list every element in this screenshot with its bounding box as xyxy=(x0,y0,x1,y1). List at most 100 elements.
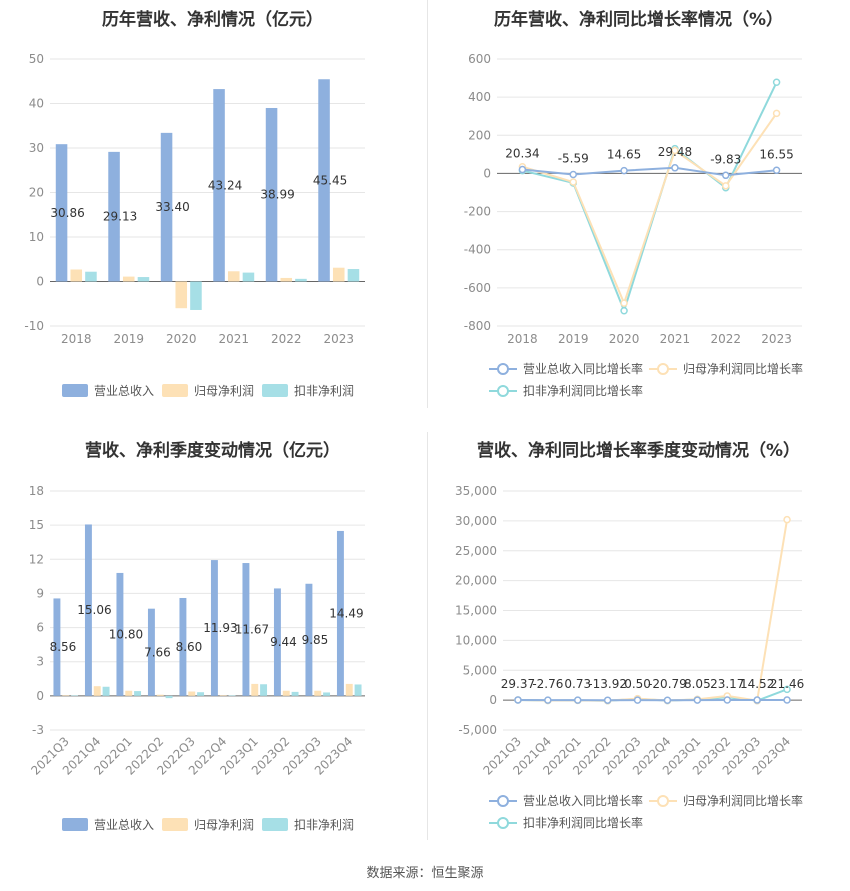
bar xyxy=(190,281,202,310)
x-tick-label: 2019 xyxy=(113,332,144,346)
legend-item[interactable]: 扣非净利润同比增长率 xyxy=(489,814,643,831)
data-label: -5.59 xyxy=(558,151,589,165)
y-tick-label: 9 xyxy=(36,586,44,600)
bar xyxy=(179,597,187,696)
bar xyxy=(282,690,290,696)
bar xyxy=(108,151,120,282)
legend-item[interactable]: 扣非净利润 xyxy=(262,382,354,399)
bar xyxy=(102,686,110,696)
legend-label: 营业总收入 xyxy=(94,818,155,832)
chart-title: 营收、净利同比增长率季度变动情况（%） xyxy=(476,441,801,461)
bar xyxy=(175,281,188,309)
bar xyxy=(219,695,227,696)
y-tick-label: 12 xyxy=(29,552,44,566)
legend-item[interactable]: 营业总收入 xyxy=(62,382,154,399)
chart-plot: -5,000 0 5,000 10,000 15,000 20,000 25,000 30,0… xyxy=(455,484,804,778)
data-label: 8.05 xyxy=(684,677,711,691)
x-tick-label: 2020 xyxy=(166,332,197,346)
series-line xyxy=(522,166,777,177)
bar xyxy=(62,695,70,696)
data-point xyxy=(753,696,761,704)
y-tick-label: -600 xyxy=(464,281,491,295)
y-tick-label: 40 xyxy=(29,97,44,111)
y-tick-label: 0 xyxy=(36,689,44,703)
data-point xyxy=(772,78,781,87)
legend-swatch xyxy=(262,818,288,831)
bar xyxy=(354,684,362,696)
quarterly-revenue-profit-chart: 营收、净利季度变动情况（亿元） -3 0 3 6 9 12 15 18 2021Q3 2021Q4… xyxy=(0,432,425,842)
bar xyxy=(70,269,83,282)
data-point xyxy=(693,696,702,704)
legend-item[interactable]: 营业总收入同比增长率 xyxy=(489,360,643,377)
legend-item[interactable]: 扣非净利润 xyxy=(262,816,354,833)
data-point xyxy=(772,109,781,118)
y-tick-label: 600 xyxy=(468,52,491,66)
data-point xyxy=(671,164,679,172)
data-label: 11.93 xyxy=(203,621,237,635)
bar xyxy=(323,692,331,696)
y-tick-label: -200 xyxy=(464,205,491,219)
legend-item[interactable]: 扣非净利润同比增长率 xyxy=(489,382,643,399)
y-tick-label: -3 xyxy=(32,723,44,737)
data-label: 33.40 xyxy=(155,200,189,214)
bar xyxy=(273,588,281,696)
y-tick-label: 30 xyxy=(29,141,44,155)
x-tick-label: 2020 xyxy=(609,332,640,346)
legend-swatch xyxy=(162,384,188,397)
data-source: 数据来源：恒生聚源 xyxy=(366,866,484,881)
legend-swatch xyxy=(649,362,677,376)
y-tick-label: 20 xyxy=(29,186,44,200)
y-tick-label: 6 xyxy=(36,621,44,635)
legend-item[interactable]: 营业总收入 xyxy=(62,816,154,833)
data-point xyxy=(574,696,582,704)
y-tick-label: -400 xyxy=(464,243,491,257)
data-point xyxy=(783,685,791,694)
data-label: -9.83 xyxy=(710,152,741,166)
bar xyxy=(147,608,155,696)
data-point xyxy=(544,696,552,704)
bar xyxy=(213,89,225,282)
annual-growth-rate-chart: 历年营收、净利同比增长率情况（%） -800 -600 -400 -200 0 200 40… xyxy=(427,0,850,410)
y-tick-label: 18 xyxy=(29,484,44,498)
y-tick-label: 0 xyxy=(489,693,497,707)
bar xyxy=(71,695,79,697)
data-point xyxy=(569,178,577,186)
legend-item[interactable]: 归母净利润同比增长率 xyxy=(649,360,803,377)
legend-item[interactable]: 归母净利润 xyxy=(162,382,254,399)
legend-item[interactable]: 归母净利润同比增长率 xyxy=(649,792,803,809)
data-point xyxy=(518,165,527,174)
y-tick-label: 35,000 xyxy=(455,484,497,498)
data-point xyxy=(722,182,730,190)
data-label: 38.99 xyxy=(260,188,294,202)
chart-title: 历年营收、净利同比增长率情况（%） xyxy=(493,10,784,30)
bar xyxy=(242,563,250,696)
data-label: 9.85 xyxy=(302,633,329,647)
legend-label: 归母净利润同比增长率 xyxy=(683,794,804,808)
data-label: 14.52 xyxy=(740,677,774,691)
data-label: 29.13 xyxy=(103,210,137,224)
y-tick-label: 20,000 xyxy=(455,574,497,588)
bar xyxy=(137,277,150,282)
data-label: 0.50 xyxy=(624,677,651,691)
panel-divider-bottom xyxy=(427,432,428,840)
bar xyxy=(125,690,133,696)
bar xyxy=(318,79,330,282)
data-label: 29.48 xyxy=(658,145,692,159)
y-tick-label: -5,000 xyxy=(458,723,497,737)
bar xyxy=(156,694,164,696)
data-label: 16.55 xyxy=(759,147,793,161)
legend-swatch xyxy=(489,794,517,808)
x-tick-label: 2021 xyxy=(660,332,691,346)
chart-legend: 营业总收入同比增长率 归母净利润同比增长率 扣非净利润同比增长率 xyxy=(427,360,850,400)
data-label: -2.76 xyxy=(532,677,563,691)
data-label: 23.17 xyxy=(710,677,744,691)
data-point xyxy=(514,696,522,704)
bar xyxy=(305,583,313,696)
bar xyxy=(336,530,344,696)
legend-item[interactable]: 营业总收入同比增长率 xyxy=(489,792,643,809)
data-label: 8.56 xyxy=(50,640,77,654)
bar xyxy=(188,691,196,696)
legend-item[interactable]: 归母净利润 xyxy=(162,816,254,833)
x-tick-label: 2023 xyxy=(323,332,354,346)
bar xyxy=(332,267,345,282)
